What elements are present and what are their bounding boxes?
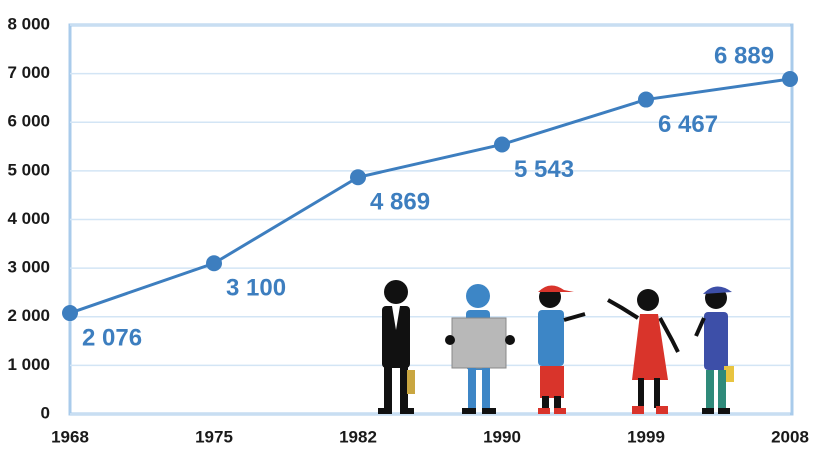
y-tick-label: 0 (41, 403, 50, 422)
point (62, 305, 78, 322)
y-tick-label: 4 000 (7, 209, 50, 228)
point (350, 169, 366, 186)
y-tick-label: 5 000 (7, 160, 50, 179)
figure (445, 284, 515, 414)
value-label: 4 869 (370, 189, 430, 216)
figures (378, 280, 734, 414)
y-tick-label: 6 000 (7, 112, 50, 131)
value-label: 2 076 (82, 324, 142, 351)
point (638, 91, 654, 108)
series: 2 076 3 100 4 869 5 543 6 467 6 889 (62, 42, 798, 351)
x-tick-label: 2008 (771, 427, 809, 446)
y-tick-label: 1 000 (7, 355, 50, 374)
grid (70, 24, 790, 415)
x-tick-label: 1982 (339, 427, 377, 446)
value-label: 6 467 (658, 111, 718, 138)
x-tick-label: 1968 (51, 427, 89, 446)
figure (607, 289, 680, 414)
x-tick-label: 1999 (627, 427, 665, 446)
y-tick-label: 8 000 (7, 14, 50, 33)
point (782, 71, 798, 88)
y-tick-label: 2 000 (7, 306, 50, 325)
y-tick-label: 3 000 (7, 258, 50, 277)
point (494, 136, 510, 153)
point (206, 255, 222, 272)
x-tick-label: 1975 (195, 427, 233, 446)
value-label: 6 889 (714, 42, 774, 69)
figure (694, 286, 734, 414)
line (69, 77, 791, 315)
value-label: 5 543 (514, 156, 574, 183)
figure (538, 285, 586, 414)
x-tick-label: 1990 (483, 427, 521, 446)
figure (378, 280, 415, 414)
y-tick-label: 7 000 (7, 63, 50, 82)
value-label: 3 100 (226, 275, 286, 302)
